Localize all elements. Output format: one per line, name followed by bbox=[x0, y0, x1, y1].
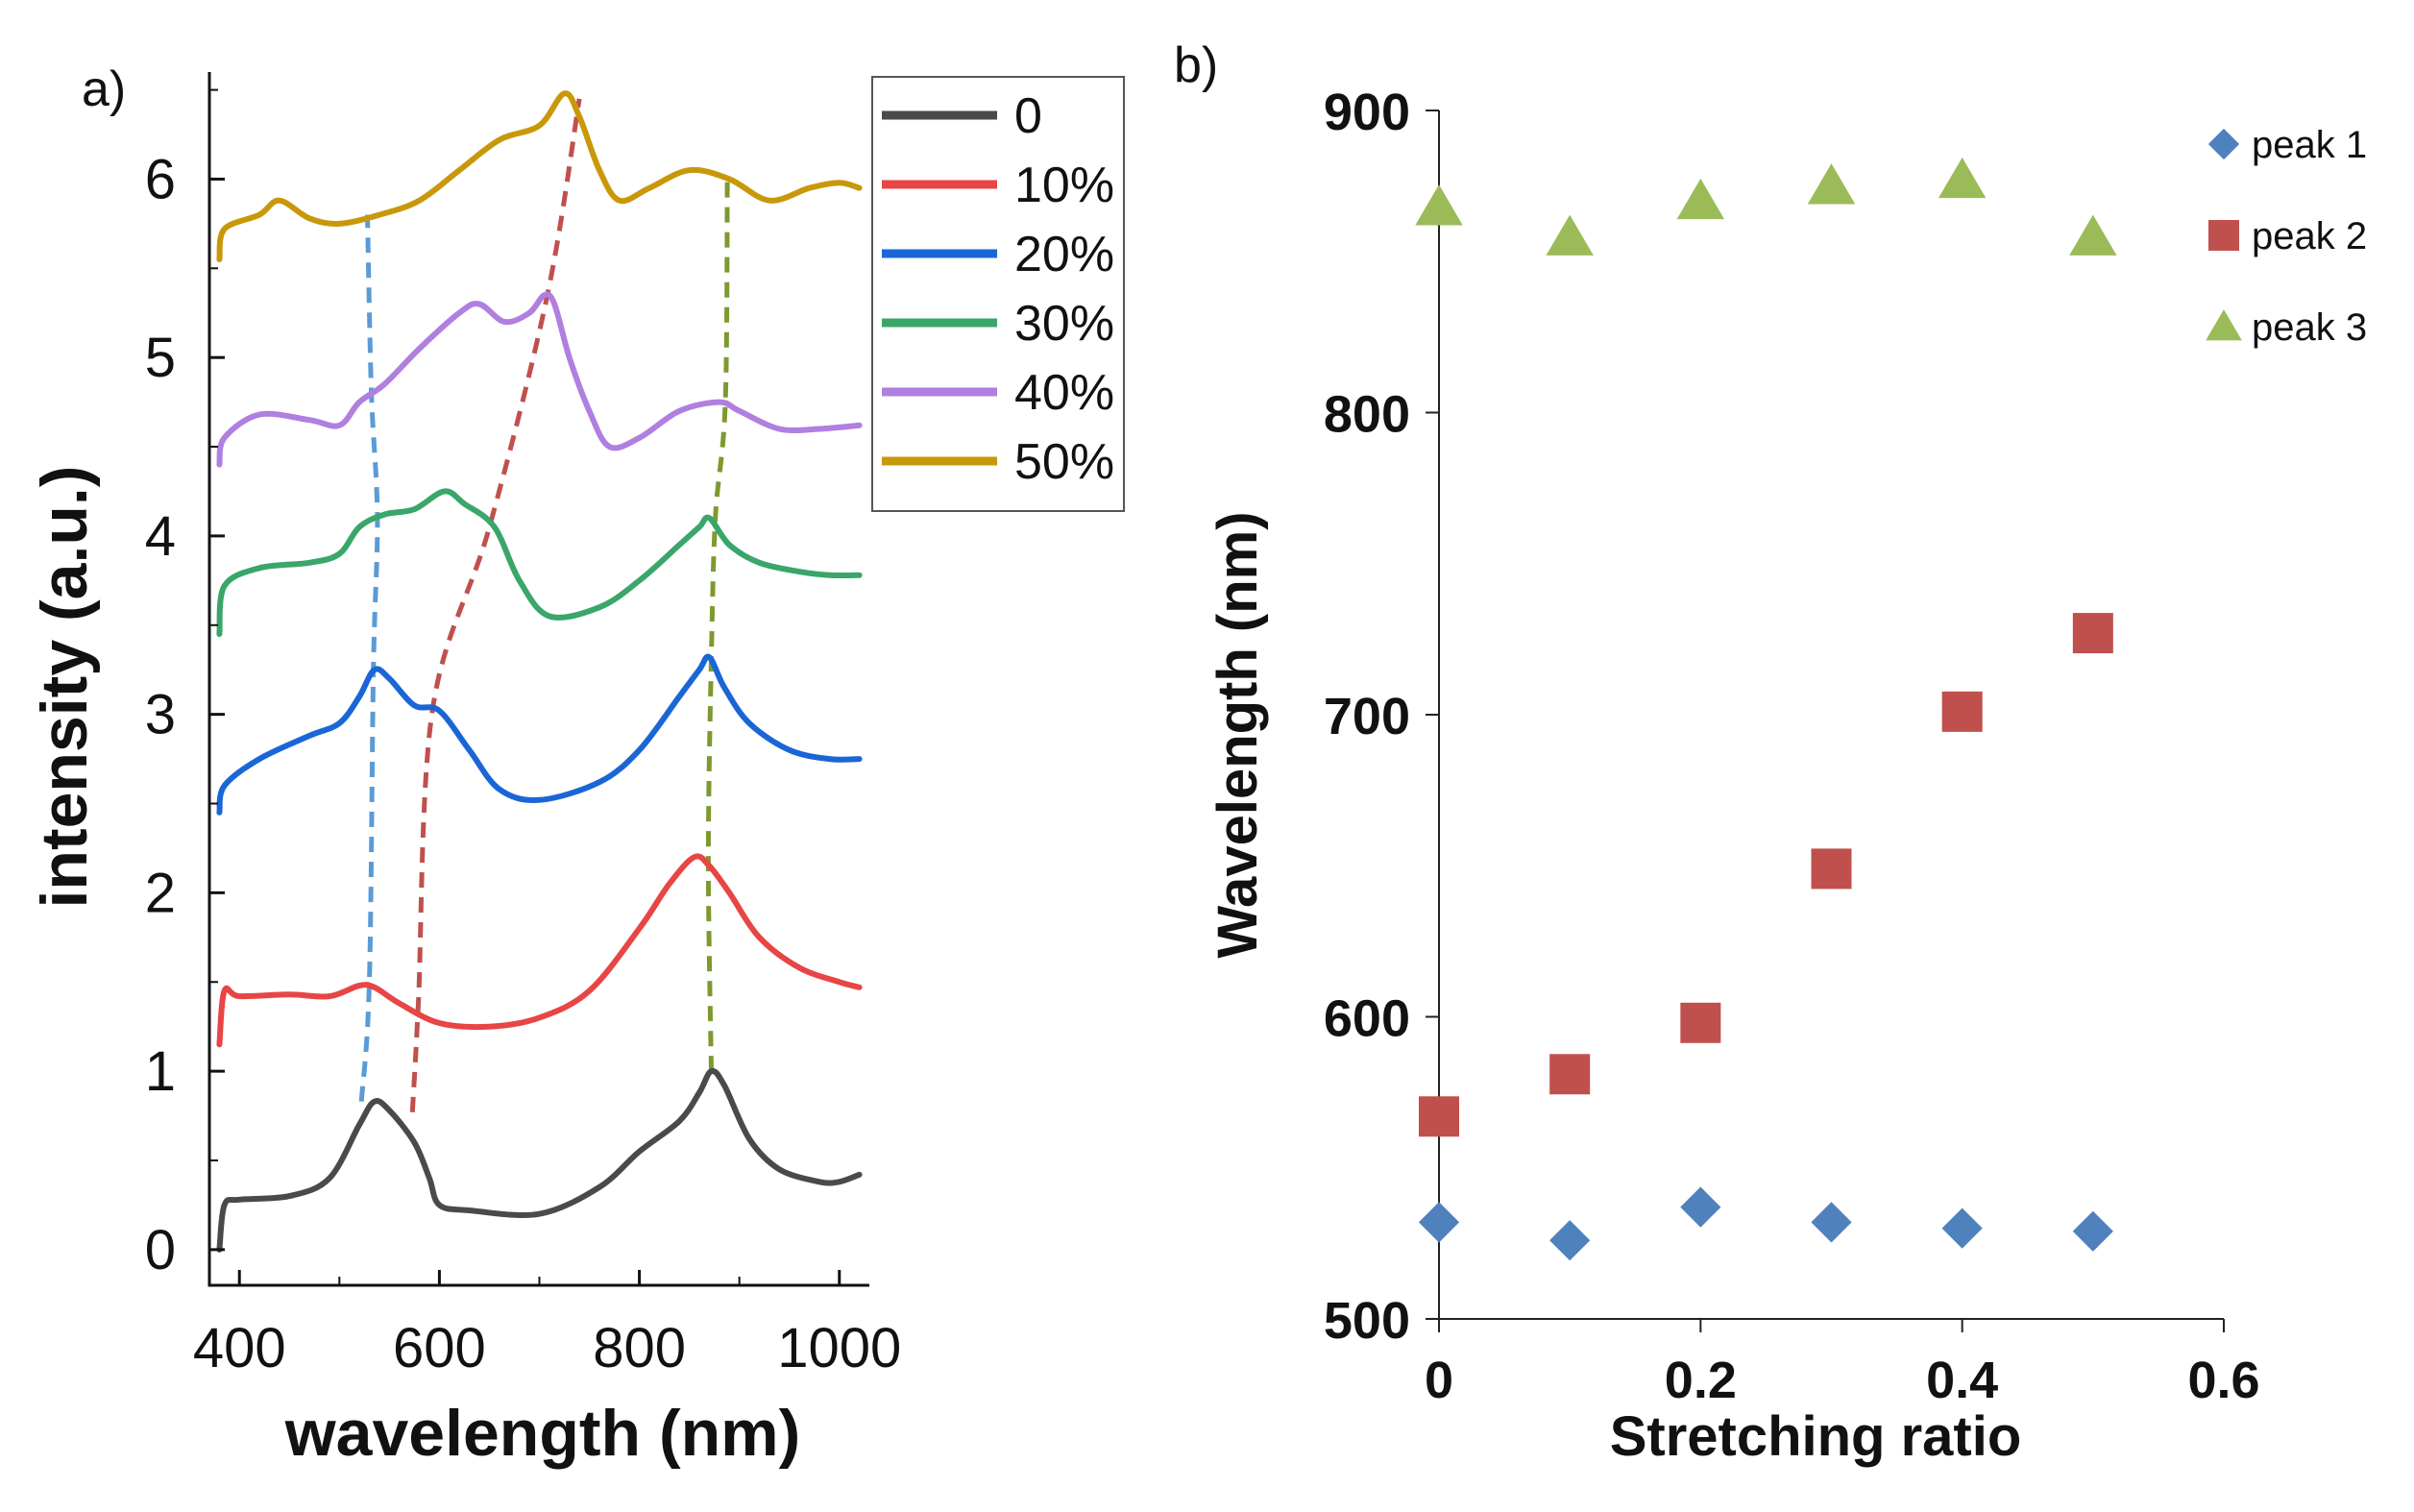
panel-a-x-tick-label: 800 bbox=[593, 1317, 686, 1379]
panel-a-x-axis-label: wavelength (nm) bbox=[284, 1397, 801, 1470]
panel-a-x-tick-label: 1000 bbox=[777, 1317, 901, 1379]
panel-b-y-axis-label: Wavelength (nm) bbox=[1207, 511, 1269, 958]
legend-label: 30% bbox=[1014, 296, 1114, 352]
peak-guide-line-1 bbox=[358, 214, 380, 1102]
legend-label: 40% bbox=[1014, 365, 1114, 421]
spectrum-0 bbox=[216, 1067, 863, 1253]
panel-b-y-tick-label: 900 bbox=[1324, 84, 1410, 141]
panel-b-points bbox=[1415, 157, 2117, 1261]
panel-b-y-tick-label: 500 bbox=[1324, 1292, 1410, 1350]
point-peak-2 bbox=[1419, 1096, 1459, 1137]
panel-a-legend: 0 10% 20% 30% 40% 50% bbox=[871, 76, 1125, 512]
point-peak-3 bbox=[1415, 184, 1463, 226]
point-peak-1 bbox=[2072, 1210, 2113, 1252]
panel-a-x-tick-label: 600 bbox=[393, 1317, 486, 1379]
point-peak-1 bbox=[1418, 1202, 1460, 1243]
spectrum-30pct bbox=[216, 488, 863, 638]
panel-a-y-tick-label: 0 bbox=[145, 1219, 176, 1281]
panel-a-y-tick-label: 6 bbox=[145, 148, 176, 210]
spectrum-20pct bbox=[216, 653, 863, 816]
panel-b-x-tick-label: 0.4 bbox=[1926, 1352, 1998, 1409]
panel-b-x-tick-label: 0.2 bbox=[1665, 1352, 1737, 1409]
legend-label: 10% bbox=[1014, 158, 1114, 213]
panel-b-y-tick-label: 600 bbox=[1324, 990, 1410, 1048]
point-peak-2 bbox=[1811, 848, 1852, 890]
legend-label-peak-1: peak 1 bbox=[2252, 124, 2367, 166]
panel-b-x-tick-label: 0.6 bbox=[2187, 1352, 2259, 1409]
legend-marker-peak-2 bbox=[2208, 220, 2239, 251]
peak-guides bbox=[358, 98, 730, 1112]
peak-guide-line-3 bbox=[705, 175, 730, 1072]
legend-label-peak-3: peak 3 bbox=[2252, 306, 2367, 349]
point-peak-2 bbox=[2072, 613, 2113, 654]
legend-marker-peak-1 bbox=[2207, 128, 2240, 160]
panel-a-y-axis-label: intensity (a.u.) bbox=[28, 466, 101, 909]
legend-marker-peak-3 bbox=[2206, 309, 2242, 341]
legend-label: 0 bbox=[1014, 88, 1042, 144]
point-peak-3 bbox=[1546, 214, 1594, 256]
panel-b-axis-lines bbox=[1438, 110, 2224, 1320]
panel-b-x-axis-label: Stretching ratio bbox=[1610, 1405, 2022, 1468]
legend-label: 20% bbox=[1014, 227, 1114, 282]
panel-a-y-tick-label: 4 bbox=[145, 505, 176, 568]
panel-a-x-tick-label: 400 bbox=[193, 1317, 286, 1379]
panel-b-y-tick-label: 700 bbox=[1324, 688, 1410, 745]
spectrum-10pct bbox=[216, 853, 863, 1048]
panel-a-y-tick-label: 3 bbox=[145, 684, 176, 746]
panel-a-y-tick-label: 2 bbox=[145, 862, 176, 924]
point-peak-1 bbox=[1941, 1207, 1983, 1249]
point-peak-3 bbox=[2069, 214, 2117, 256]
panel-a-y-tick-label: 5 bbox=[145, 327, 176, 389]
point-peak-2 bbox=[1680, 1002, 1721, 1043]
legend-label: 50% bbox=[1014, 434, 1114, 490]
point-peak-2 bbox=[1941, 691, 1983, 732]
legend-box bbox=[871, 76, 1125, 512]
panel-b-scatter: b) 500 600 700 800 900 0 0.2 0.4 0.6 Stretching … bbox=[1174, 37, 2367, 1468]
point-peak-3 bbox=[1676, 178, 1725, 220]
point-peak-3 bbox=[1807, 163, 1856, 205]
point-peak-1 bbox=[1680, 1186, 1721, 1228]
legend-label-peak-2: peak 2 bbox=[2252, 215, 2367, 257]
panel-a-y-tick-label: 1 bbox=[145, 1040, 176, 1103]
panel-a-label: a) bbox=[82, 61, 126, 117]
point-peak-1 bbox=[1811, 1202, 1852, 1243]
panel-b-axes: 500 600 700 800 900 0 0.2 0.4 0.6 bbox=[1324, 84, 2260, 1409]
point-peak-2 bbox=[1549, 1054, 1591, 1095]
spectrum-50pct bbox=[216, 90, 863, 262]
panel-a-axes: 0 1 2 3 4 5 6 400 600 800 1000 bbox=[145, 72, 901, 1379]
point-peak-1 bbox=[1549, 1220, 1591, 1261]
panel-b-y-tick-label: 800 bbox=[1324, 386, 1410, 444]
spectrum-40pct bbox=[216, 291, 863, 468]
panel-b-label: b) bbox=[1174, 37, 1218, 93]
spectra-series bbox=[216, 90, 863, 1253]
panel-b-x-tick-label: 0 bbox=[1425, 1352, 1453, 1409]
panel-a-axis-lines bbox=[207, 72, 869, 1287]
point-peak-3 bbox=[1938, 157, 1987, 199]
panel-b-legend: peak 1 peak 2 peak 3 bbox=[2206, 124, 2367, 349]
peak-guide-line-2 bbox=[409, 98, 582, 1112]
